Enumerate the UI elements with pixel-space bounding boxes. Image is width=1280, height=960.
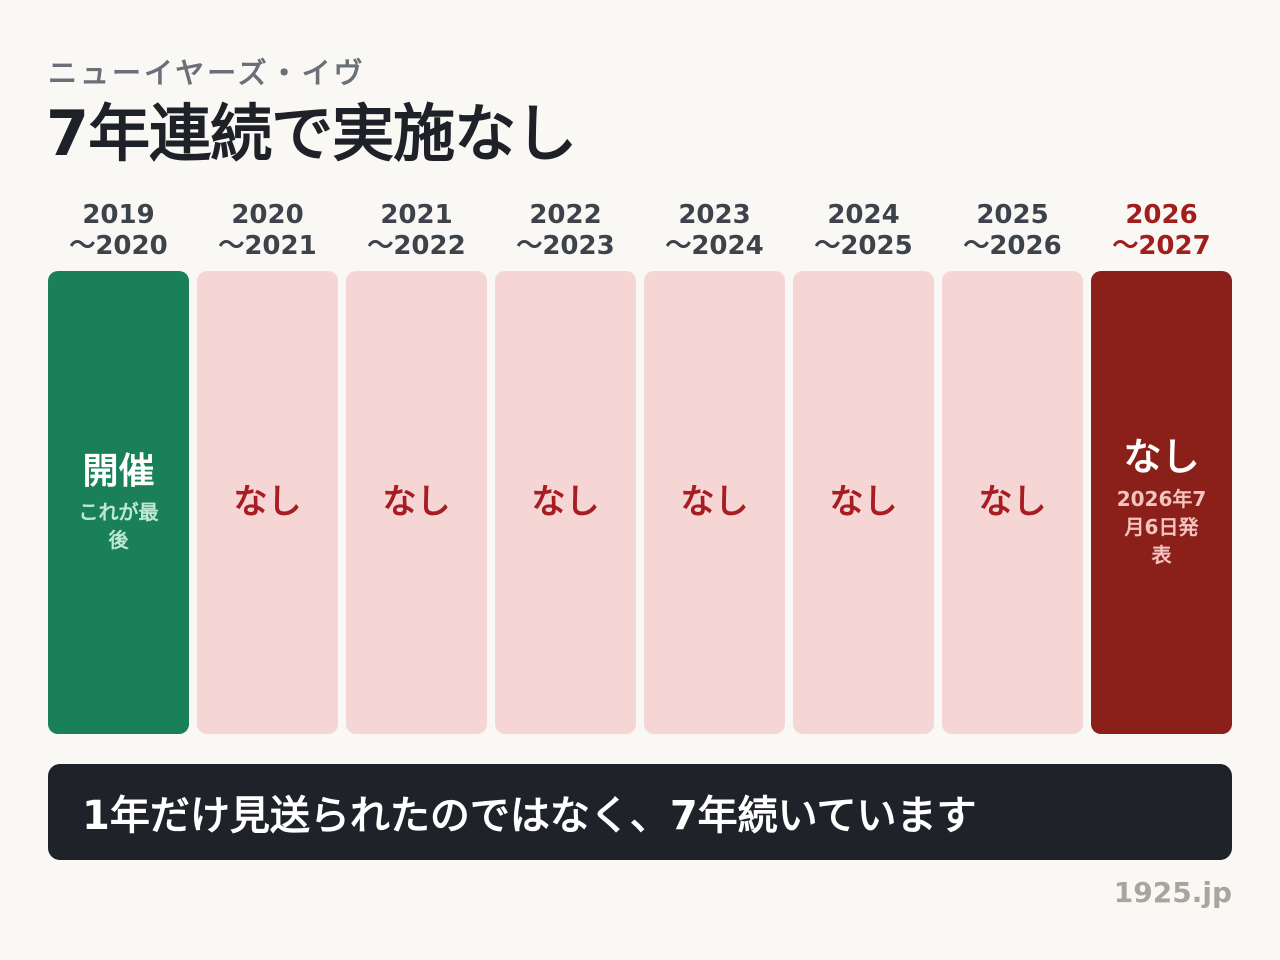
year-start: 2021: [380, 200, 453, 230]
timeline-column-2021: 2021 〜2022 なし: [346, 200, 487, 734]
year-start: 2024: [827, 200, 900, 230]
timeline-column-2020: 2020 〜2021 なし: [197, 200, 338, 734]
timeline-column-2025: 2025 〜2026 なし: [942, 200, 1083, 734]
year-end: 〜2026: [963, 231, 1062, 261]
year-label: 2020 〜2021: [197, 200, 338, 262]
year-end: 〜2021: [218, 231, 317, 261]
status-card-skipped: なし: [346, 271, 487, 734]
timeline-column-2026: 2026 〜2027 なし 2026年7月6日発表: [1091, 200, 1232, 734]
year-label: 2022 〜2023: [495, 200, 636, 262]
status-label: 開催: [82, 450, 155, 492]
year-start: 2020: [231, 200, 304, 230]
year-end: 〜2025: [814, 231, 913, 261]
source-credit: 1925.jp: [1113, 876, 1232, 909]
summary-banner: 1年だけ見送られたのではなく、7年続いています: [48, 764, 1232, 860]
year-label-current: 2026 〜2027: [1091, 200, 1232, 262]
timeline-column-2024: 2024 〜2025 なし: [793, 200, 934, 734]
year-start: 2025: [976, 200, 1049, 230]
subtitle: ニューイヤーズ・イヴ: [48, 56, 366, 90]
year-end: 〜2020: [69, 231, 168, 261]
status-card-held: 開催 これが最後: [48, 271, 189, 734]
timeline-column-2023: 2023 〜2024 なし: [644, 200, 785, 734]
status-label: なし: [382, 481, 451, 522]
status-card-skipped: なし: [644, 271, 785, 734]
summary-text: 1年だけ見送られたのではなく、7年続いています: [82, 793, 977, 839]
year-end: 〜2023: [516, 231, 615, 261]
year-label: 2019 〜2020: [48, 200, 189, 262]
status-card-skipped: なし: [197, 271, 338, 734]
year-label: 2023 〜2024: [644, 200, 785, 262]
status-note: これが最後: [78, 500, 159, 553]
status-label: なし: [233, 481, 302, 522]
status-card-skipped: なし: [495, 271, 636, 734]
timeline-column-2022: 2022 〜2023 なし: [495, 200, 636, 734]
timeline: 2019 〜2020 開催 これが最後 2020 〜2021 なし 2021 〜…: [48, 200, 1232, 734]
status-label: なし: [829, 481, 898, 522]
status-card-skipped: なし: [942, 271, 1083, 734]
year-start: 2023: [678, 200, 751, 230]
announcement-note: 2026年7月6日発表: [1116, 487, 1207, 568]
year-end: 〜2024: [665, 231, 764, 261]
timeline-column-2019: 2019 〜2020 開催 これが最後: [48, 200, 189, 734]
year-label: 2025 〜2026: [942, 200, 1083, 262]
year-end: 〜2027: [1112, 231, 1211, 261]
status-label: なし: [978, 481, 1047, 522]
year-start: 2026: [1125, 200, 1198, 230]
status-card-current: なし 2026年7月6日発表: [1091, 271, 1232, 734]
status-label: なし: [1123, 434, 1200, 479]
year-label: 2024 〜2025: [793, 200, 934, 262]
year-label: 2021 〜2022: [346, 200, 487, 262]
year-start: 2022: [529, 200, 602, 230]
status-card-skipped: なし: [793, 271, 934, 734]
page-title: 7年連続で実施なし: [46, 97, 577, 170]
status-label: なし: [531, 481, 600, 522]
year-end: 〜2022: [367, 231, 466, 261]
year-start: 2019: [82, 200, 155, 230]
status-label: なし: [680, 481, 749, 522]
